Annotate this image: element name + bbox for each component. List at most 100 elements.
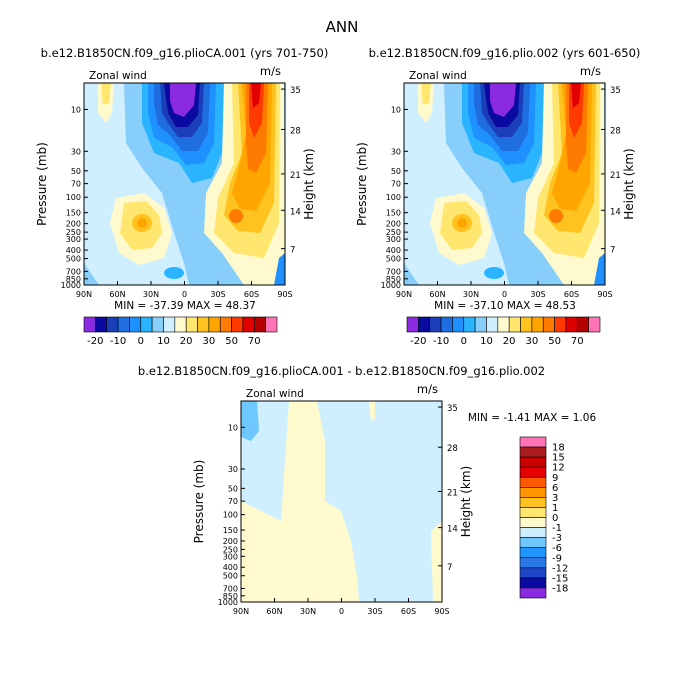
panel-diff-ytick-label: 100 <box>223 511 238 520</box>
diff-colorbar-swatch <box>519 527 547 538</box>
panel-1-ytick-label: 10 <box>71 105 81 114</box>
diff-colorbar-label: -18 <box>552 583 568 594</box>
panel-2-ytick-label: 10 <box>391 105 401 114</box>
colorbar-2-swatch <box>463 316 476 333</box>
panel-diff-stats: MIN = -1.41 MAX = 1.06 <box>468 412 597 424</box>
panel-2-xtick-label: 60N <box>429 290 445 299</box>
colorbar-1-swatch <box>253 316 266 333</box>
colorbar-2-swatch <box>452 316 465 333</box>
diff-field-positive <box>241 401 359 602</box>
diff-colorbar-swatch <box>519 507 547 518</box>
colorbar-1-swatch <box>174 316 187 333</box>
diff-field-positive-3 <box>431 521 442 602</box>
panel-diff-unit-label: m/s <box>417 382 438 396</box>
panel-2-ytick-label: 250 <box>386 228 401 237</box>
colorbar-2-swatch <box>565 316 578 333</box>
panel-2-ytick-label: 300 <box>386 235 401 244</box>
panel-2-xtick-label: 0 <box>502 290 507 299</box>
panel-2-ytick-label: 100 <box>386 193 401 202</box>
panel-2-xtick-label: 60S <box>564 290 579 299</box>
field-nh-strat-core <box>101 83 111 105</box>
panel-2-xtick-label: 30S <box>530 290 545 299</box>
panel-1-y2tick-label: 14 <box>290 207 301 217</box>
panel-1-ytick-label: 850 <box>66 275 81 284</box>
panel-1-ytick-label: 30 <box>71 147 81 156</box>
diff-colorbar-label: 0 <box>552 513 558 524</box>
panel-2-xtick-label: 30N <box>463 290 479 299</box>
diff-colorbar-swatch <box>519 456 547 468</box>
colorbar-1-swatch <box>117 316 130 333</box>
colorbar-2-label: 10 <box>480 336 493 347</box>
colorbar-1-label: 20 <box>180 336 193 347</box>
diff-colorbar-swatch <box>519 466 547 478</box>
colorbar-1-swatch <box>197 316 210 333</box>
diff-colorbar-swatch <box>519 476 547 488</box>
panel-2-y2tick-label: 21 <box>610 171 621 181</box>
panel-2-ytick-label: 1000 <box>381 281 401 290</box>
field-jet-nh-peak <box>137 218 147 228</box>
panel-2-left-label: Zonal wind <box>409 70 467 82</box>
panel-1-y2tick-label: 21 <box>290 171 301 181</box>
diff-colorbar-swatch <box>519 577 547 589</box>
diff-colorbar-swatch <box>519 446 547 458</box>
colorbar-1-swatch <box>231 316 244 333</box>
diff-colorbar-swatch <box>519 547 547 559</box>
panel-diff-contour-field <box>241 401 442 602</box>
colorbar-1-swatch <box>163 316 176 333</box>
panel-1-ytick-label: 150 <box>66 209 81 218</box>
panel-diff-y2tick-label: 7 <box>447 563 452 573</box>
colorbar-2-swatch <box>429 316 442 333</box>
field-surface-nh <box>422 273 446 283</box>
panel-diff-left-label: Zonal wind <box>246 388 304 400</box>
colorbar-1-swatch <box>185 316 198 333</box>
panel-1-xtick-label: 30S <box>210 290 225 299</box>
colorbar-1-swatch <box>219 316 232 333</box>
panel-1-ytick-label: 300 <box>66 235 81 244</box>
panel-diff-y2tick-label: 14 <box>447 525 458 535</box>
panel-diff-ytick-label: 200 <box>223 537 238 546</box>
panel-1-xtick-label: 60N <box>109 290 125 299</box>
panel-diff-ytick-label: 50 <box>228 484 238 493</box>
field-surface-easterly-sh <box>594 253 605 285</box>
diff-colorbar-label: 6 <box>552 483 558 494</box>
panel-2-y2tick-label: 14 <box>610 207 621 217</box>
panel-1-ytick-label: 100 <box>66 193 81 202</box>
colorbar-1-label: -20 <box>87 336 103 347</box>
colorbar-1-swatch <box>242 316 255 333</box>
panel-diff-ytick-label: 700 <box>223 584 238 593</box>
colorbar-2-label: -10 <box>433 336 449 347</box>
panel-2-ylabel: Pressure (mb) <box>355 142 369 226</box>
diff-colorbar-label: 15 <box>552 453 565 464</box>
field-sh-lower-core <box>549 209 563 223</box>
panel-diff-xtick-label: 30S <box>367 607 382 616</box>
panel-1-y2tick-label: 7 <box>290 246 295 256</box>
panel-1-unit-label: m/s <box>260 64 281 78</box>
diff-colorbar-swatch <box>519 567 547 579</box>
panel-1-xtick-label: 0 <box>182 290 187 299</box>
diff-colorbar-label: -12 <box>552 563 568 574</box>
colorbar-2-swatch <box>588 316 601 333</box>
colorbar-2-swatch <box>406 316 419 333</box>
panel-diff-xtick-label: 90N <box>233 607 249 616</box>
panel-1-title: b.e12.B1850CN.f09_g16.plioCA.001 (yrs 70… <box>41 46 329 60</box>
colorbar-2-label: 0 <box>461 336 467 347</box>
colorbar-2-swatch <box>576 316 589 333</box>
panel-2-ytick-label: 200 <box>386 220 401 229</box>
panel-1-ytick-label: 50 <box>71 167 81 176</box>
panel-2-ytick-label: 400 <box>386 246 401 255</box>
panel-1-ytick-label: 400 <box>66 246 81 255</box>
panel-2-ytick-label: 850 <box>386 275 401 284</box>
colorbar-2-label: -20 <box>410 336 426 347</box>
field-nh-strat-core <box>421 83 431 105</box>
colorbar-2-swatch <box>474 316 487 333</box>
panel-diff-ytick-label: 150 <box>223 526 238 535</box>
colorbar-1-label: 70 <box>248 336 261 347</box>
diff-colorbar-label: 9 <box>552 473 558 484</box>
panel-1-contour-field <box>84 83 285 285</box>
field-sh-60 <box>251 83 261 108</box>
diff-colorbar-label: 3 <box>552 493 558 504</box>
panel-1-xtick-label: 30N <box>143 290 159 299</box>
panel-diff-xtick-label: 0 <box>339 607 344 616</box>
panel-diff-ytick-label: 300 <box>223 552 238 561</box>
panel-1-ytick-label: 500 <box>66 255 81 264</box>
